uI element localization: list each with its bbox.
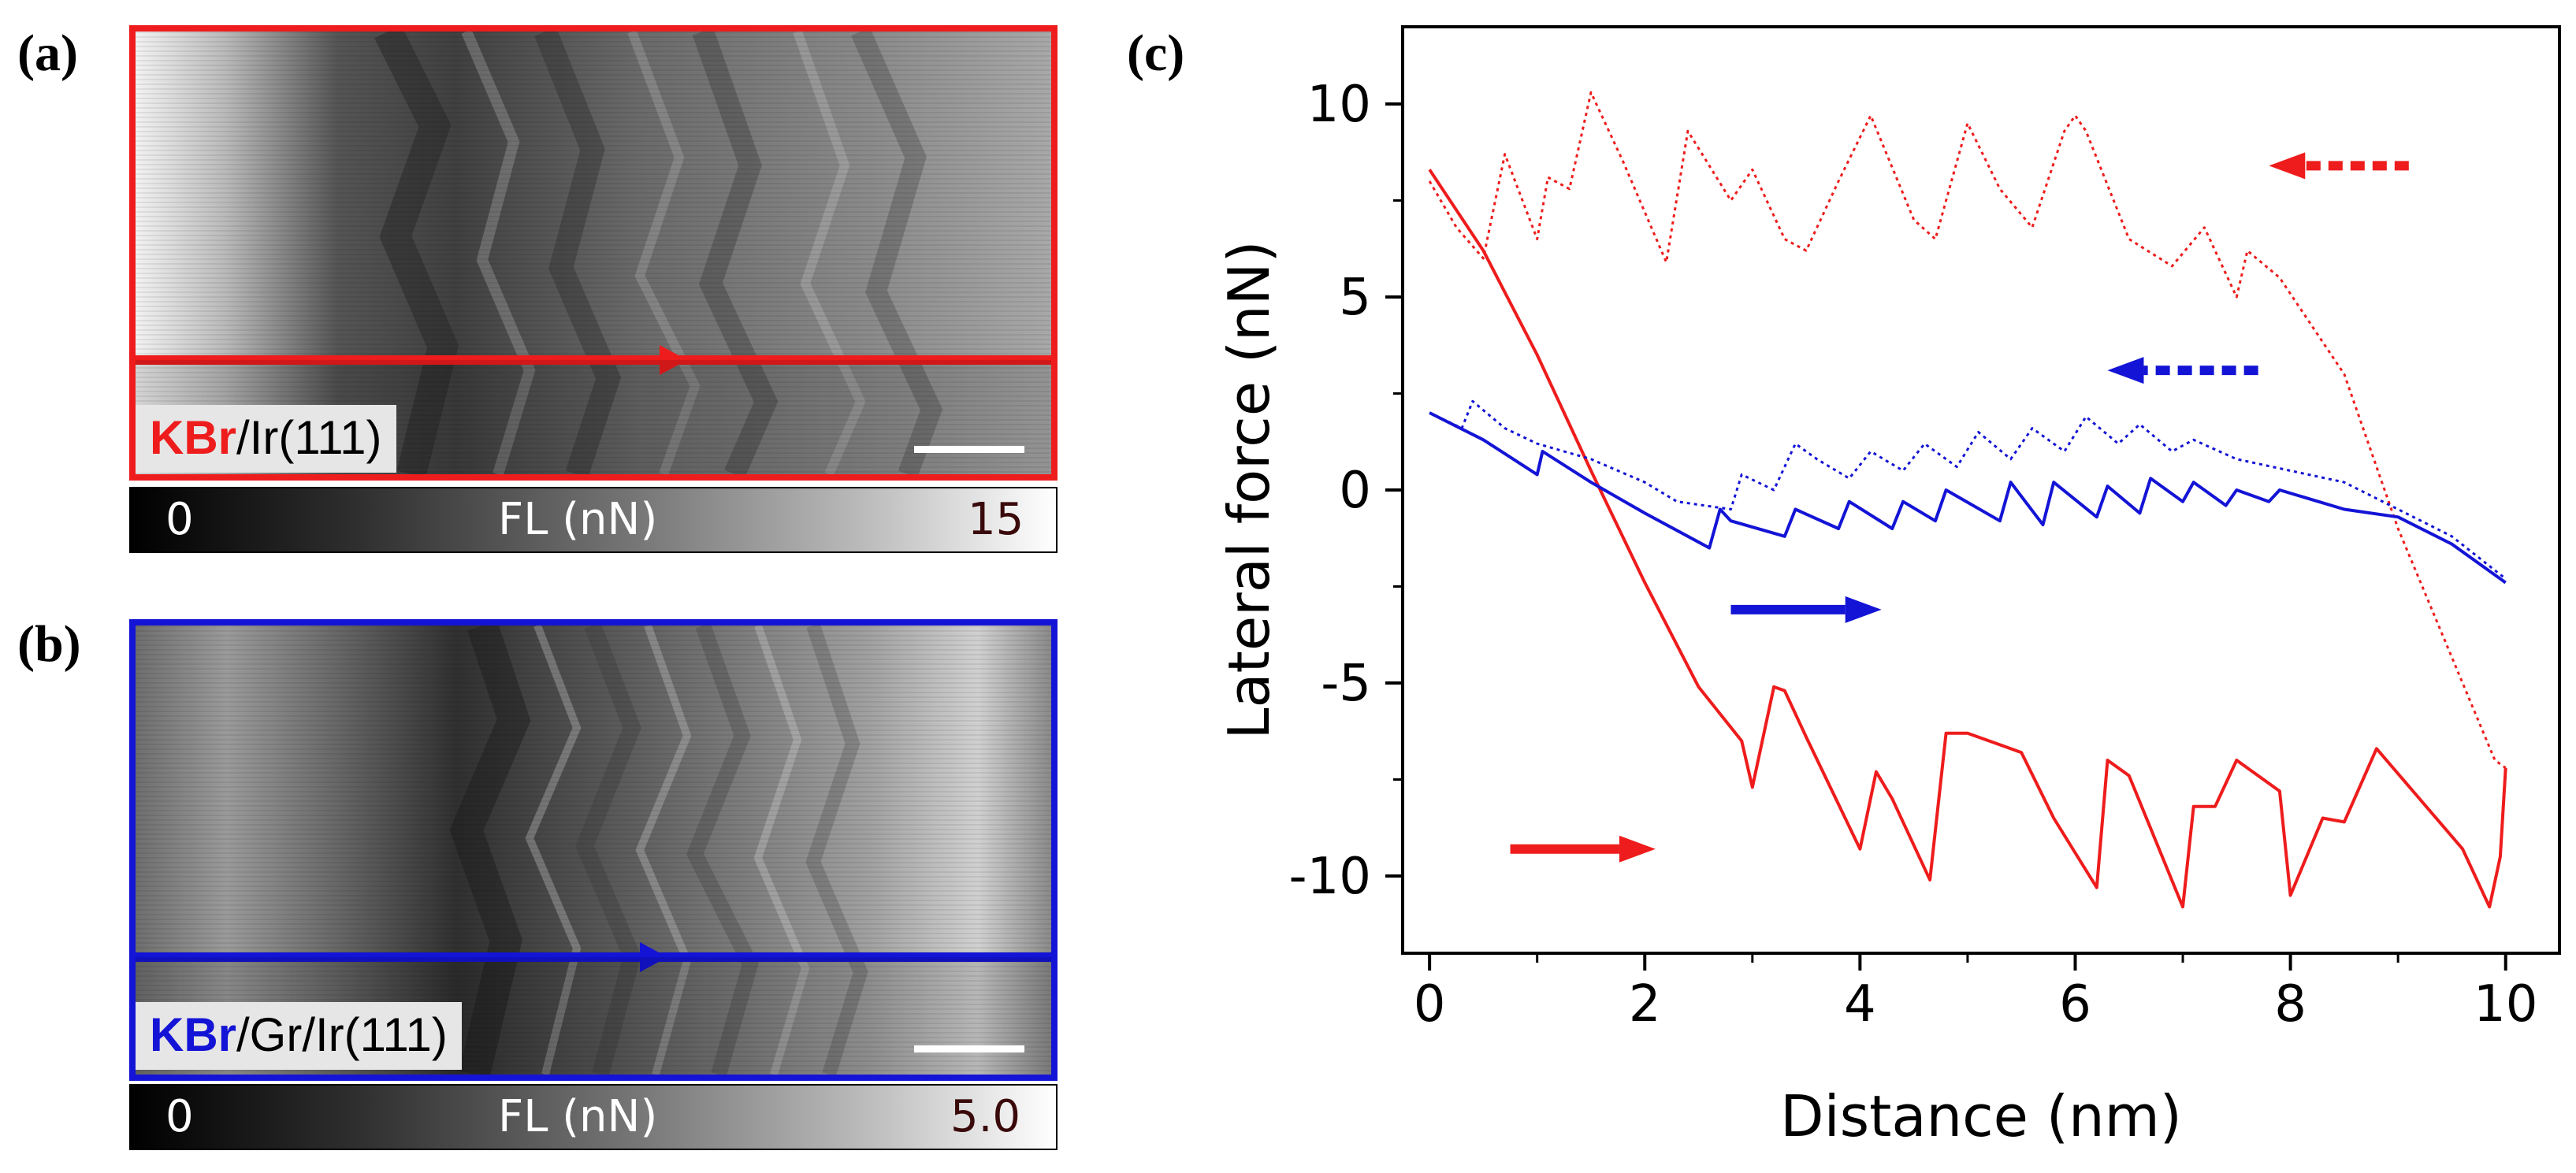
colorbar-max: 5.0 [950,1091,1021,1142]
y-tick-label: -5 [1321,655,1371,713]
colorbar-max: 15 [968,494,1024,545]
sample-label-a: KBr/Ir(111) [136,405,396,473]
y-tick-label: 5 [1339,269,1371,327]
sample-label-element: KBr [150,1008,237,1061]
colorbar-label: FL (nN) [498,1091,658,1142]
sample-label-element: KBr [150,411,237,464]
series-line-2 [1428,91,2507,770]
direction-arrow-head-1 [2269,152,2306,180]
y-tick-label: -10 [1288,848,1371,906]
x-tick-label: 0 [1414,975,1446,1034]
scale-bar [914,446,1024,453]
y-tick-label: 0 [1339,462,1371,520]
colorbar-a: 0 FL (nN) 15 [129,487,1058,553]
sample-label-substrate: /Gr/Ir(111) [236,1008,448,1061]
colorbar-min: 0 [165,494,194,545]
colorbar-b: 0 FL (nN) 5.0 [129,1084,1058,1150]
scan-arrowhead [640,942,667,972]
y-tick-label: 10 [1307,76,1371,134]
direction-arrow-head-3 [1845,596,1882,623]
panel-a-letter: (a) [17,24,78,82]
panel-b-letter: (b) [17,615,81,673]
scale-bar [914,1045,1024,1052]
x-tick-label: 8 [2274,975,2307,1034]
sample-label-substrate: /Ir(111) [236,411,382,464]
afm-image-kbr-gr-ir: KBr/Gr/Ir(111) [129,619,1058,1081]
lateral-force-chart: 0 2 4 6 8 10 -10 -5 0 5 10 Distance (nm) Lateral for… [1166,0,2576,1169]
y-axis-label: Lateral force (nN) [1216,240,1282,739]
sample-label-b: KBr/Gr/Ir(111) [136,1002,462,1070]
x-tick-label: 4 [1844,975,1876,1034]
x-tick-label: 6 [2059,975,2091,1034]
x-axis-label: Distance (nm) [1780,1083,2182,1149]
direction-arrow-head-4 [1619,835,1656,863]
colorbar-label: FL (nN) [498,494,658,545]
direction-arrow-head-2 [2107,357,2144,384]
series-line-4 [1429,399,2507,580]
x-tick-label: 2 [1629,975,1661,1034]
colorbar-min: 0 [165,1091,194,1142]
panel-c-letter: (c) [1127,24,1185,82]
afm-image-kbr-ir: KBr/Ir(111) [129,25,1058,481]
scan-arrowhead [660,345,687,375]
x-tick-label: 10 [2474,975,2537,1034]
series-line-1 [1428,169,2507,909]
series-line-3 [1429,411,2507,585]
